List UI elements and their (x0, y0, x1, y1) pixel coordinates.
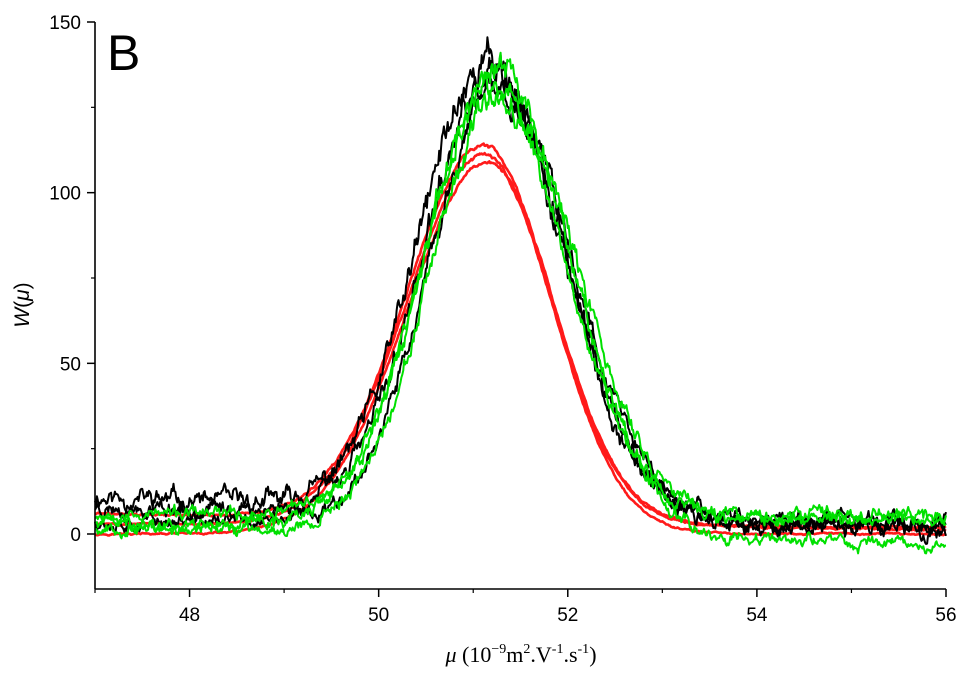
ticks-layer: 48 50 52 54 56 0 50 100 150 (49, 13, 956, 626)
series-line (94, 160, 947, 537)
series-layer (94, 36, 947, 555)
series-line (94, 72, 947, 537)
y-tick-label: 0 (70, 525, 81, 546)
y-tick-label: 50 (60, 354, 81, 375)
series-line (94, 151, 947, 530)
x-tick-label: 56 (935, 605, 956, 626)
x-tick-label: 50 (368, 605, 389, 626)
x-tick-label: 52 (557, 605, 578, 626)
series-line (94, 75, 947, 527)
x-axis-title: μ (10−9m2.V-1.s-1) (444, 642, 596, 667)
panel-label: B (107, 25, 140, 81)
x-tick-label: 54 (746, 605, 768, 626)
series-line (94, 56, 947, 536)
series-line (94, 51, 947, 535)
series-line (94, 89, 947, 555)
y-axis-title: W(μ) (11, 282, 34, 327)
y-tick-label: 100 (49, 184, 81, 205)
axes-layer (94, 22, 946, 590)
y-tick-label: 150 (49, 13, 81, 34)
x-tick-label: 48 (179, 605, 200, 626)
